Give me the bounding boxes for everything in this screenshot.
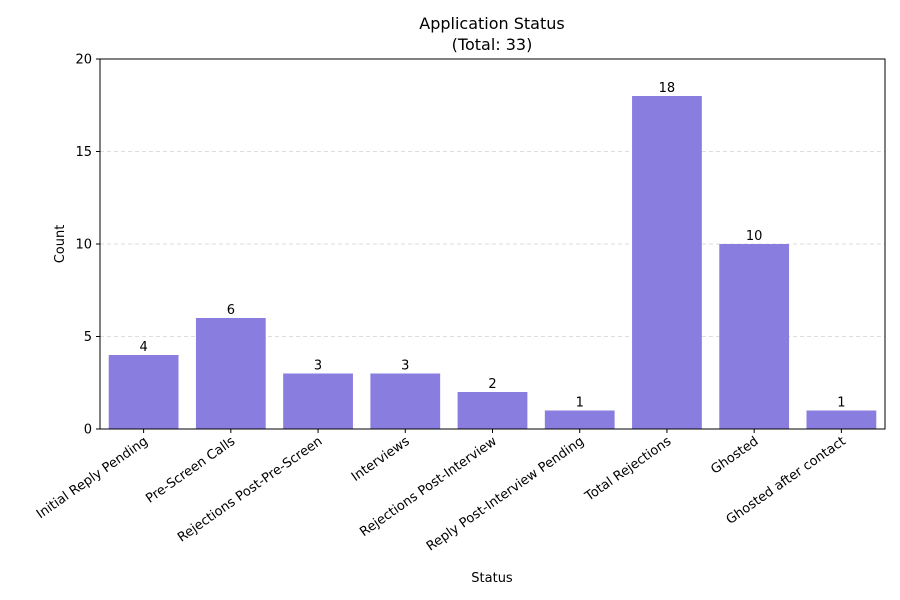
bar-value-label: 2 bbox=[488, 377, 496, 392]
bar-value-label: 3 bbox=[314, 359, 322, 374]
bar bbox=[632, 96, 702, 429]
y-axis-label: Count bbox=[53, 225, 68, 264]
x-tick-label: Initial Reply Pending bbox=[34, 434, 151, 522]
bar bbox=[806, 410, 877, 429]
bar-value-label: 6 bbox=[227, 303, 235, 318]
data-labels: 4 6 3 3 2 1 18 10 1 bbox=[139, 81, 845, 411]
y-tick-label: 0 bbox=[84, 423, 92, 438]
bar-value-label: 1 bbox=[837, 396, 845, 411]
bar bbox=[544, 410, 615, 429]
chart-subtitle: (Total: 33) bbox=[452, 35, 533, 54]
x-tick-label: Rejections Post-Pre-Screen bbox=[175, 434, 325, 545]
bar-value-label: 4 bbox=[139, 340, 147, 355]
x-tick-label: Reply Post-Interview Pending bbox=[424, 434, 587, 554]
y-tick-label: 5 bbox=[84, 330, 92, 345]
y-tick-label: 20 bbox=[75, 53, 92, 68]
bar-value-label: 3 bbox=[401, 359, 409, 374]
y-tick-label: 10 bbox=[75, 238, 92, 253]
x-tick-label: Total Rejections bbox=[582, 434, 675, 505]
x-tick-label: Interviews bbox=[349, 434, 413, 485]
bar bbox=[283, 373, 353, 429]
bar bbox=[457, 392, 528, 429]
bars bbox=[108, 96, 877, 429]
y-axis: 0 5 10 15 20 bbox=[75, 53, 100, 438]
bar bbox=[108, 355, 179, 429]
x-tick-label: Pre-Screen Calls bbox=[143, 434, 238, 507]
bar-value-label: 10 bbox=[746, 229, 763, 244]
x-axis-label: Status bbox=[471, 571, 513, 586]
chart-title: Application Status bbox=[419, 14, 564, 33]
x-tick-label: Rejections Post-Interview bbox=[357, 434, 500, 540]
bar bbox=[370, 373, 441, 429]
bar-value-label: 18 bbox=[659, 81, 676, 96]
bar bbox=[195, 318, 266, 429]
x-tick-label: Ghosted bbox=[708, 434, 761, 477]
y-tick-label: 15 bbox=[75, 145, 92, 160]
plot-frame bbox=[99, 58, 886, 430]
bar bbox=[719, 244, 790, 429]
bar-value-label: 1 bbox=[576, 396, 584, 411]
